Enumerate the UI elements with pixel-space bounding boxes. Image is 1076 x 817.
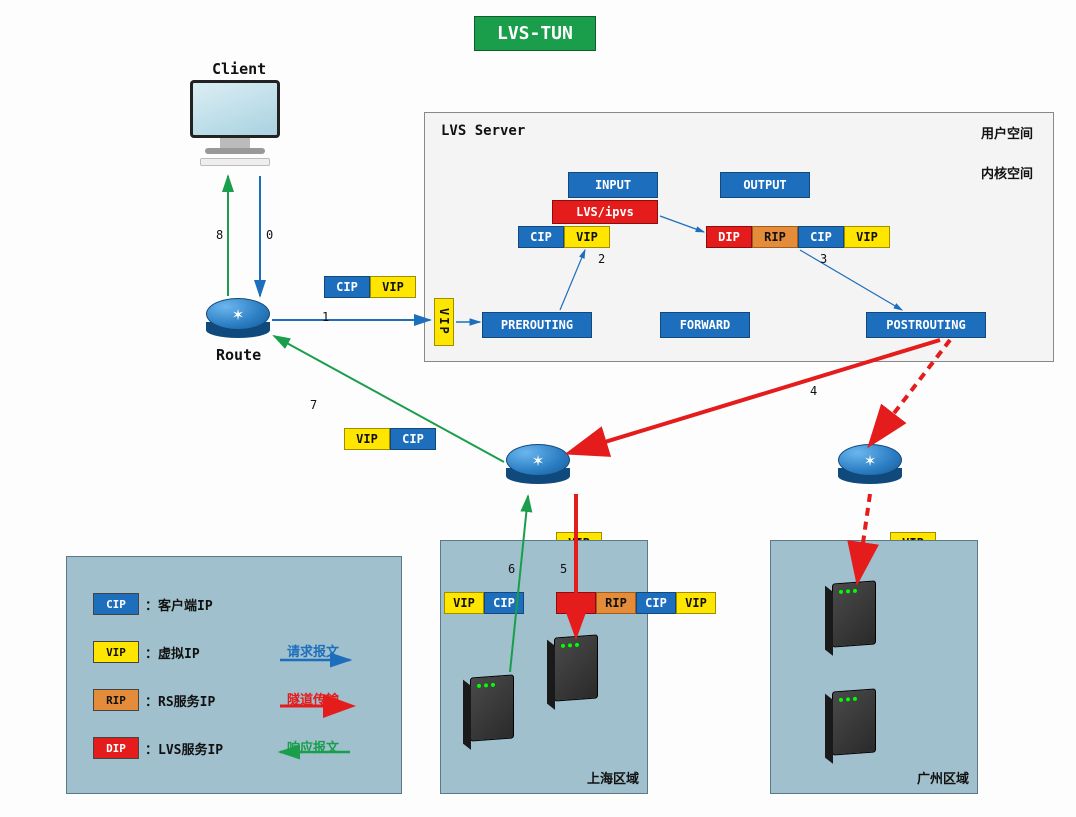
step-1: 1	[322, 310, 329, 324]
route-label: Route	[216, 346, 261, 364]
pkt3-vip: VIP	[844, 226, 890, 248]
step-5: 5	[560, 562, 567, 576]
guangzhou-server-2	[832, 688, 876, 755]
shanghai-server-2	[554, 634, 598, 701]
legend-cip: CIP ：客户端IP	[93, 593, 213, 615]
pkt7-cip: CIP	[390, 428, 436, 450]
output-box: OUTPUT	[720, 172, 810, 198]
ipvs-box: LVS/ipvs	[552, 200, 658, 224]
pkt3-cip: CIP	[798, 226, 844, 248]
legend-rip: RIP ：RS服务IP	[93, 689, 215, 711]
route-icon: ✶	[206, 298, 270, 346]
user-space-label: 用户空间	[981, 123, 1033, 142]
step-2: 2	[598, 252, 605, 266]
vip-entry: VIP	[434, 298, 454, 346]
pkt2-vip: VIP	[564, 226, 610, 248]
kernel-space-label: 内核空间	[981, 163, 1033, 182]
shanghai-router-icon: ✶	[506, 444, 570, 492]
pkt1-vip: VIP	[370, 276, 416, 298]
pkt6-vip: VIP	[444, 592, 484, 614]
pkt5-vip: VIP	[676, 592, 716, 614]
pkt5-dip: DIP	[556, 592, 596, 614]
pkt5-cip: CIP	[636, 592, 676, 614]
step-4: 4	[810, 384, 817, 398]
step-6: 6	[508, 562, 515, 576]
lvs-server-title: LVS Server	[441, 123, 525, 139]
shanghai-server-1	[470, 674, 514, 741]
guangzhou-server-1	[832, 580, 876, 647]
step-0: 0	[266, 228, 273, 242]
input-box: INPUT	[568, 172, 658, 198]
pkt5-rip: RIP	[596, 592, 636, 614]
forward-box: FORWARD	[660, 312, 750, 338]
legend-tunnel: 隧道传输	[287, 689, 339, 708]
guangzhou-label: 广州区域	[917, 768, 969, 787]
guangzhou-router-icon: ✶	[838, 444, 902, 492]
pkt3-dip: DIP	[706, 226, 752, 248]
diagram-title: LVS-TUN	[474, 16, 596, 51]
step-3: 3	[820, 252, 827, 266]
pkt6-cip: CIP	[484, 592, 524, 614]
pkt1-cip: CIP	[324, 276, 370, 298]
client-icon	[190, 80, 280, 166]
legend-dip: DIP ：LVS服务IP	[93, 737, 223, 759]
pkt7-vip: VIP	[344, 428, 390, 450]
client-label: Client	[212, 60, 266, 78]
step-7: 7	[310, 398, 317, 412]
shanghai-region: 上海区域	[440, 540, 648, 794]
legend-panel: CIP ：客户端IP VIP ：虚拟IP RIP ：RS服务IP DIP ：LV…	[66, 556, 402, 794]
legend-req: 请求报文	[287, 641, 339, 660]
legend-vip: VIP ：虚拟IP	[93, 641, 200, 663]
pkt2-cip: CIP	[518, 226, 564, 248]
step-8: 8	[216, 228, 223, 242]
legend-resp: 响应报文	[287, 737, 339, 756]
postrouting-box: POSTROUTING	[866, 312, 986, 338]
guangzhou-region: 广州区域	[770, 540, 978, 794]
prerouting-box: PREROUTING	[482, 312, 592, 338]
shanghai-label: 上海区域	[587, 768, 639, 787]
pkt3-rip: RIP	[752, 226, 798, 248]
lvs-tun-diagram: LVS-TUN Client LVS Server 用户空间 内核空间 INPU…	[0, 0, 1076, 817]
